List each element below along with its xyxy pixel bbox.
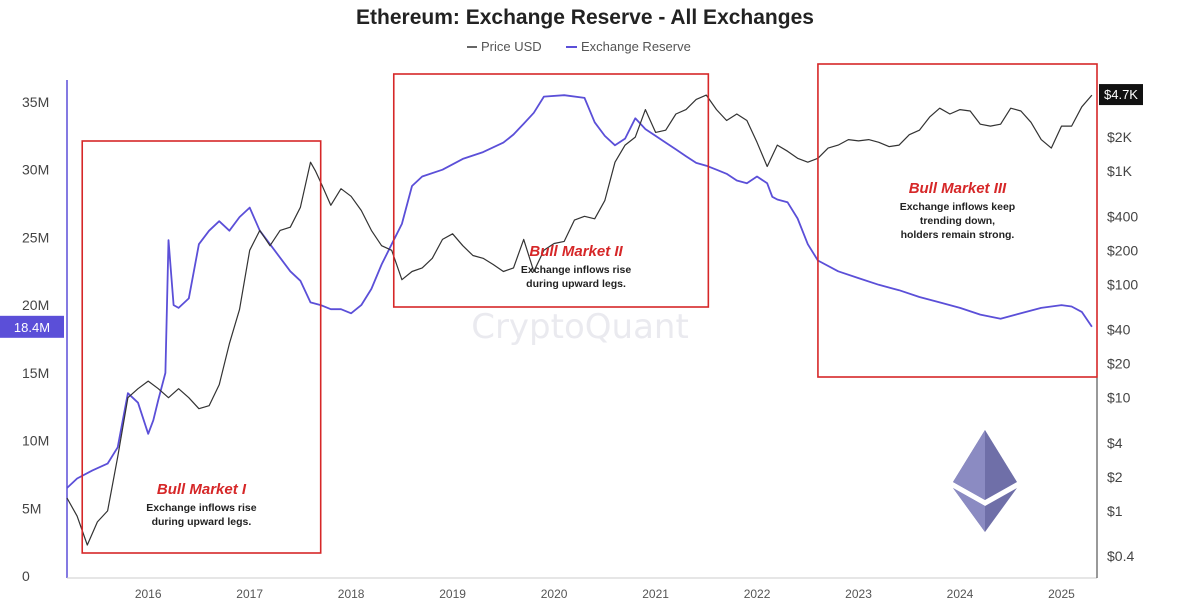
left-tick-label: 30M (22, 162, 49, 178)
right-tick-label: $0.4 (1107, 548, 1134, 564)
x-tick-label: 2018 (338, 587, 365, 601)
right-tick-label: $20 (1107, 356, 1131, 372)
annotation-text: during upward legs. (526, 278, 626, 290)
left-axis-ticks: 0 5M 10M 15M 20M 25M 30M 35M (22, 94, 49, 584)
x-tick-label: 2017 (236, 587, 263, 601)
x-tick-label: 2020 (541, 587, 568, 601)
x-tick-label: 2024 (947, 587, 974, 601)
series-layer (66, 94, 1093, 546)
watermark: CryptoQuant (471, 307, 689, 347)
left-tick-label: 10M (22, 433, 49, 449)
annotation-text: Exchange inflows keep (900, 201, 1016, 213)
annotation-bull-market-2: Bull Market II Exchange inflows rise durin… (392, 73, 710, 308)
x-tick-label: 2025 (1048, 587, 1075, 601)
x-tick-label: 2021 (642, 587, 669, 601)
left-current-badge-label: 18.4M (14, 320, 50, 335)
annotation-text: Exchange inflows rise (146, 502, 256, 514)
annotation-text: holders remain strong. (901, 229, 1015, 241)
left-current-badge-bg (0, 315, 64, 338)
x-axis-ticks: 2016 2017 2018 2019 2020 2021 2022 2023 2024 2025 (135, 587, 1075, 601)
right-tick-label: $4 (1107, 435, 1123, 451)
series-line-price-usd (66, 94, 1093, 546)
annotation-text: trending down, (920, 215, 995, 227)
right-current-badge: $4.7K (1099, 84, 1143, 106)
legend: Price USD Exchange Reserve (467, 39, 691, 54)
right-tick-label: $1 (1107, 503, 1123, 519)
annotation-title: Bull Market III (909, 180, 1007, 197)
left-tick-label: 0 (22, 568, 30, 584)
series-line-exchange-reserve (66, 94, 1093, 489)
x-tick-label: 2023 (845, 587, 872, 601)
right-tick-label: $2K (1107, 129, 1133, 145)
right-current-badge-bg (1099, 84, 1143, 106)
right-tick-label: $10 (1107, 390, 1131, 406)
left-tick-label: 15M (22, 365, 49, 381)
chart-title: Ethereum: Exchange Reserve - All Exchang… (356, 6, 814, 29)
left-tick-label: 20M (22, 297, 49, 313)
right-axis-ticks: $0.4 $1 $2 $4 $10 $20 $40 $100 $200 $400 $1K $2K (1107, 129, 1138, 564)
right-tick-label: $400 (1107, 208, 1138, 224)
left-tick-label: 35M (22, 94, 49, 110)
x-tick-label: 2019 (439, 587, 466, 601)
right-current-badge-label: $4.7K (1104, 87, 1138, 102)
legend-label-reserve: Exchange Reserve (581, 39, 691, 54)
x-tick-label: 2016 (135, 587, 162, 601)
right-tick-label: $2 (1107, 469, 1123, 485)
right-tick-label: $100 (1107, 276, 1138, 292)
annotation-bull-market-3: Bull Market III Exchange inflows keep tren… (817, 63, 1098, 378)
annotation-text: during upward legs. (152, 516, 252, 528)
x-tick-label: 2022 (744, 587, 771, 601)
right-tick-label: $40 (1107, 322, 1131, 338)
annotation-bull-market-1: Bull Market I Exchange inflows rise during… (81, 140, 322, 554)
annotation-box (392, 73, 710, 308)
ethereum-logo-icon (953, 430, 1017, 532)
legend-label-price: Price USD (481, 39, 542, 54)
left-tick-label: 5M (22, 500, 41, 516)
right-tick-label: $1K (1107, 163, 1133, 179)
annotation-text: Exchange inflows rise (521, 264, 631, 276)
annotation-layer: Bull Market I Exchange inflows rise during… (81, 63, 1098, 554)
right-tick-label: $200 (1107, 242, 1138, 258)
left-current-badge: 18.4M (0, 315, 64, 338)
annotation-title: Bull Market I (157, 481, 247, 498)
annotation-box (817, 63, 1098, 378)
left-tick-label: 25M (22, 229, 49, 245)
annotation-title: Bull Market II (529, 243, 623, 260)
annotation-box (81, 140, 322, 554)
